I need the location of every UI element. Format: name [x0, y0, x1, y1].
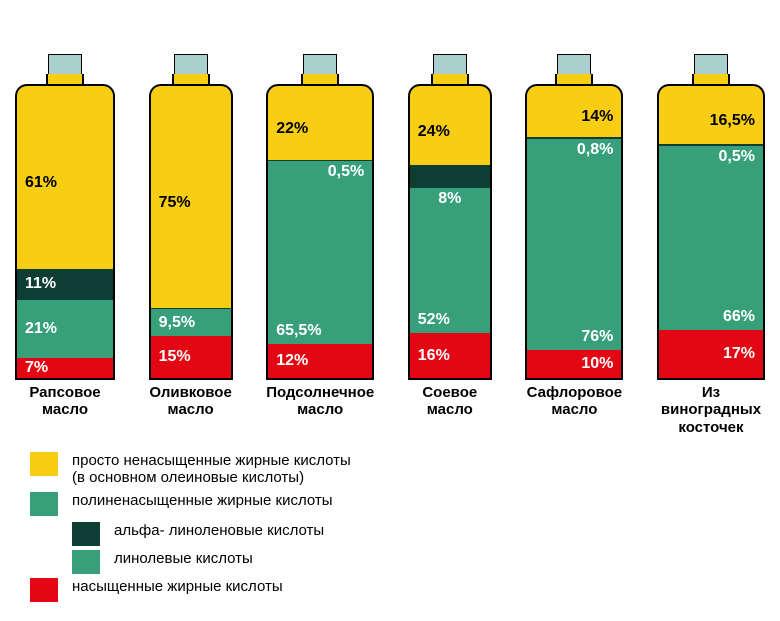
- segment-linoleic: 65,5% 0,5%: [268, 161, 372, 344]
- segment-label: 12%: [276, 352, 308, 370]
- bottle: 22% 65,5% 0,5% 12%: [266, 10, 374, 380]
- bottle: 16,5% 66% 0,5% 17%: [657, 10, 765, 380]
- oil-labels-row: Рапсовое масло Оливковое масло Подсолнечно…: [0, 380, 780, 446]
- legend-swatch: [30, 492, 58, 516]
- bottle-cap: [694, 54, 728, 74]
- bottles-chart: 61% 11% 21% 7% 75% 0,5% 9,5% 15% 22% 65,5% 0,5% 12%…: [0, 0, 780, 380]
- segment-saturated: 7%: [17, 358, 113, 378]
- segment-label: 16,5%: [710, 112, 755, 130]
- segment-linoleic: 52% 8%: [410, 188, 490, 334]
- legend-item: альфа- линоленовые кислоты: [72, 520, 760, 546]
- segment-label: 0,8%: [577, 141, 613, 159]
- segment-mono: 14%: [527, 98, 621, 137]
- legend-item: насыщенные жирные кислоты: [30, 576, 760, 602]
- segment-mono: 75%: [151, 98, 231, 308]
- bottle-shoulder: [266, 84, 374, 98]
- segment-label: 52%: [418, 311, 450, 329]
- legend-label: полиненасыщенные жирные кислоты: [72, 490, 333, 509]
- segment-label: 76%: [581, 328, 613, 346]
- segment-alpha_lin: [410, 165, 490, 187]
- bottle-body: 61% 11% 21% 7%: [15, 98, 115, 380]
- oil-name: Оливковое масло: [149, 384, 233, 436]
- segment-label: 17%: [723, 345, 755, 363]
- segment-label: 24%: [418, 123, 450, 141]
- segment-saturated: 10%: [527, 350, 621, 378]
- bottle-cap: [303, 54, 337, 74]
- segment-label: 10%: [581, 355, 613, 373]
- legend: просто ненасыщенные жирные кислоты (в ос…: [0, 446, 780, 621]
- segment-label: 75%: [159, 194, 191, 212]
- legend-item: просто ненасыщенные жирные кислоты (в ос…: [30, 450, 760, 487]
- oil-name: Рапсовое масло: [15, 384, 115, 436]
- segment-label: 22%: [276, 120, 308, 138]
- bottle-body: 16,5% 66% 0,5% 17%: [657, 98, 765, 380]
- segment-label: 9,5%: [159, 314, 195, 332]
- segment-label: 11%: [25, 275, 56, 293]
- segment-label: 21%: [25, 320, 57, 338]
- bottle-shoulder: [149, 84, 233, 98]
- legend-item: полиненасыщенные жирные кислоты: [30, 490, 760, 516]
- bottle-cap: [174, 54, 208, 74]
- segment-label: 61%: [25, 174, 57, 192]
- bottle-body: 24% 52% 8% 16%: [408, 98, 492, 380]
- legend-swatch: [30, 452, 58, 476]
- segment-saturated: 12%: [268, 344, 372, 378]
- legend-label: насыщенные жирные кислоты: [72, 576, 283, 595]
- legend-swatch: [72, 522, 100, 546]
- segment-label: 0,5%: [328, 163, 364, 181]
- segment-linoleic: 66% 0,5%: [659, 146, 763, 331]
- bottle: 61% 11% 21% 7%: [15, 10, 115, 380]
- legend-label: линолевые кислоты: [114, 548, 253, 567]
- oil-name: Подсолнечное масло: [266, 384, 374, 436]
- bottle-cap: [48, 54, 82, 74]
- segment-label: 0,5%: [719, 148, 755, 166]
- oil-name: Соевое масло: [408, 384, 492, 436]
- bottle-cap: [557, 54, 591, 74]
- oil-name: Сафлоровое масло: [525, 384, 623, 436]
- segment-mono: 24%: [410, 98, 490, 165]
- segment-label: 7%: [25, 359, 48, 377]
- segment-alpha_lin: 11%: [17, 269, 113, 300]
- legend-label: просто ненасыщенные жирные кислоты (в ос…: [72, 450, 351, 487]
- segment-mono: 61%: [17, 98, 113, 269]
- bottle-shoulder: [408, 84, 492, 98]
- segment-label: 66%: [723, 308, 755, 326]
- segment-label: 15%: [159, 348, 191, 366]
- legend-swatch: [72, 550, 100, 574]
- bottle-cap: [433, 54, 467, 74]
- segment-mono: 16,5%: [659, 98, 763, 144]
- segment-linoleic: 76% 0,8%: [527, 139, 621, 350]
- segment-saturated: 16%: [410, 333, 490, 378]
- bottle-shoulder: [657, 84, 765, 98]
- segment-mono: 22%: [268, 98, 372, 160]
- bottle: 75%0,5%9,5%15%: [149, 10, 233, 380]
- bottle-body: 75%0,5%9,5%15%: [149, 98, 233, 380]
- bottle-shoulder: [525, 84, 623, 98]
- segment-label: 65,5%: [276, 322, 321, 340]
- bottle-body: 22% 65,5% 0,5% 12%: [266, 98, 374, 380]
- segment-linoleic: 21%: [17, 300, 113, 359]
- segment-label: 16%: [418, 347, 450, 365]
- segment-saturated: 15%: [151, 336, 231, 378]
- segment-label: 14%: [581, 108, 613, 126]
- bottle: 14% 76% 0,8% 10%: [525, 10, 623, 380]
- segment-label: 8%: [410, 190, 490, 208]
- bottle-body: 14% 76% 0,8% 10%: [525, 98, 623, 380]
- legend-item: линолевые кислоты: [72, 548, 760, 574]
- bottle: 24% 52% 8% 16%: [408, 10, 492, 380]
- bottle-shoulder: [15, 84, 115, 98]
- oil-name: Из виноградных косточек: [657, 384, 765, 436]
- segment-saturated: 17%: [659, 330, 763, 378]
- legend-swatch: [30, 578, 58, 602]
- segment-linoleic: 9,5%: [151, 309, 231, 336]
